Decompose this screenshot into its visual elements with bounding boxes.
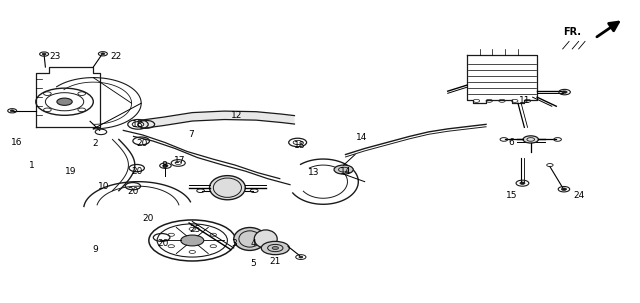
Text: 20: 20 [137,139,148,148]
Text: 21: 21 [269,257,281,266]
Text: 20: 20 [142,214,153,223]
Circle shape [261,241,289,255]
Text: 16: 16 [11,138,22,147]
Text: 10: 10 [99,182,110,191]
Text: 3: 3 [231,239,237,248]
Circle shape [562,91,567,93]
Text: 13: 13 [308,168,319,177]
Text: 4: 4 [250,239,256,248]
Text: 19: 19 [65,167,77,176]
Text: 1: 1 [28,161,34,170]
Circle shape [523,136,538,143]
Text: 18: 18 [294,141,305,150]
Text: 20: 20 [131,167,143,176]
Text: FR.: FR. [563,27,581,37]
Circle shape [561,188,566,190]
Text: 11: 11 [518,96,530,105]
Circle shape [334,165,353,174]
Text: 20: 20 [158,239,169,248]
Text: 8: 8 [161,161,167,170]
Ellipse shape [234,228,266,250]
Circle shape [520,182,525,185]
Ellipse shape [209,176,245,200]
Text: 25: 25 [190,225,201,235]
Text: 7: 7 [188,130,194,139]
Circle shape [272,247,278,250]
Circle shape [57,98,72,105]
Text: 12: 12 [231,111,243,120]
Circle shape [299,256,303,258]
Circle shape [10,110,14,112]
Text: 20: 20 [128,187,140,196]
Text: 9: 9 [92,245,98,254]
Text: 2: 2 [92,139,98,148]
Circle shape [180,235,204,246]
Ellipse shape [254,230,277,248]
Text: 14: 14 [340,167,351,176]
Text: 24: 24 [573,191,584,200]
Text: 17: 17 [173,156,185,165]
Text: 6: 6 [509,138,515,147]
Polygon shape [141,111,294,128]
Text: 22: 22 [110,52,121,61]
Text: 23: 23 [49,52,61,61]
Text: 5: 5 [250,258,256,268]
Text: 14: 14 [356,133,367,142]
Circle shape [101,53,105,55]
Circle shape [42,53,46,55]
Text: 15: 15 [506,191,517,200]
Text: 18: 18 [132,120,144,129]
Circle shape [163,165,168,167]
